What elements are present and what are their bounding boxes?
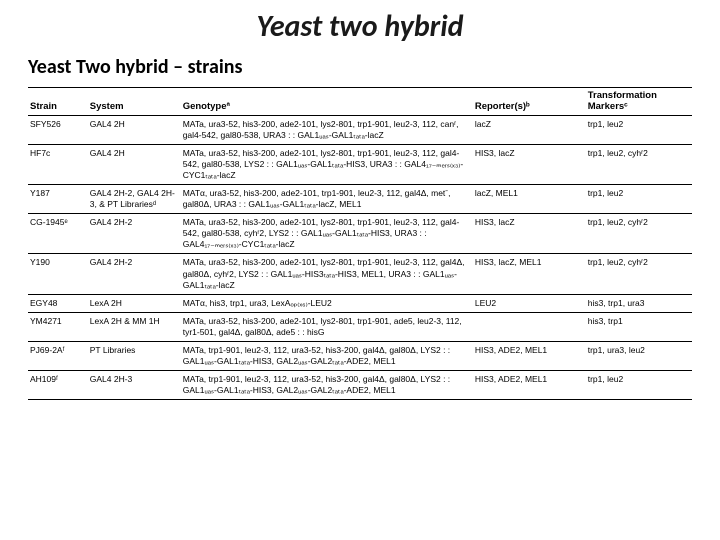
cell-reporter: HIS3, lacZ — [473, 145, 586, 185]
cell-strain: SFY526 — [28, 116, 88, 145]
cell-markers: trp1, leu2 — [586, 116, 692, 145]
slide-subtitle: Yeast Two hybrid – strains — [28, 55, 692, 79]
table-header-row: StrainSystemGenotypeªReporter(s)ᵇTransfo… — [28, 88, 692, 116]
cell-markers: trp1, ura3, leu2 — [586, 341, 692, 370]
cell-genotype: MATα, ura3-52, his3-200, ade2-101, trp1-… — [181, 185, 473, 214]
cell-genotype: MATa, ura3-52, his3-200, ade2-101, lys2-… — [181, 214, 473, 254]
table-row: SFY526GAL4 2HMATa, ura3-52, his3-200, ad… — [28, 116, 692, 145]
slide-container: Yeast two hybrid Yeast Two hybrid – stra… — [0, 0, 720, 540]
cell-strain: HF7c — [28, 145, 88, 185]
cell-system: LexA 2H & MM 1H — [88, 312, 181, 341]
cell-strain: Y187 — [28, 185, 88, 214]
cell-reporter: HIS3, ADE2, MEL1 — [473, 341, 586, 370]
cell-system: GAL4 2H-2 — [88, 254, 181, 294]
table-body: SFY526GAL4 2HMATa, ura3-52, his3-200, ad… — [28, 116, 692, 400]
slide-title: Yeast two hybrid — [28, 8, 692, 45]
strains-table: StrainSystemGenotypeªReporter(s)ᵇTransfo… — [28, 87, 692, 400]
cell-system: GAL4 2H — [88, 145, 181, 185]
cell-strain: CG-1945ᵉ — [28, 214, 88, 254]
col-header-genotype: Genotypeª — [181, 88, 473, 116]
cell-genotype: MATa, ura3-52, his3-200, ade2-101, lys2-… — [181, 312, 473, 341]
cell-markers: trp1, leu2 — [586, 370, 692, 399]
table-row: PJ69-2AᶠPT LibrariesMATa, trp1-901, leu2… — [28, 341, 692, 370]
cell-system: GAL4 2H-2, GAL4 2H-3, & PT Librariesᵈ — [88, 185, 181, 214]
col-header-system: System — [88, 88, 181, 116]
cell-genotype: MATa, ura3-52, his3-200, ade2-101, lys2-… — [181, 254, 473, 294]
cell-strain: Y190 — [28, 254, 88, 294]
cell-genotype: MATa, ura3-52, his3-200, ade2-101, lys2-… — [181, 116, 473, 145]
cell-reporter: HIS3, ADE2, MEL1 — [473, 370, 586, 399]
table-row: AH109ᶠGAL4 2H-3MATa, trp1-901, leu2-3, 1… — [28, 370, 692, 399]
col-header-markers: Transformation Markersᶜ — [586, 88, 692, 116]
cell-reporter: lacZ, MEL1 — [473, 185, 586, 214]
table-row: YM4271LexA 2H & MM 1HMATa, ura3-52, his3… — [28, 312, 692, 341]
cell-system: LexA 2H — [88, 294, 181, 312]
cell-reporter: HIS3, lacZ, MEL1 — [473, 254, 586, 294]
cell-strain: YM4271 — [28, 312, 88, 341]
cell-reporter — [473, 312, 586, 341]
cell-genotype: MATa, trp1-901, leu2-3, 112, ura3-52, hi… — [181, 341, 473, 370]
cell-genotype: MATa, trp1-901, leu2-3, 112, ura3-52, hi… — [181, 370, 473, 399]
cell-markers: his3, trp1 — [586, 312, 692, 341]
col-header-strain: Strain — [28, 88, 88, 116]
table-row: HF7cGAL4 2HMATa, ura3-52, his3-200, ade2… — [28, 145, 692, 185]
cell-reporter: HIS3, lacZ — [473, 214, 586, 254]
table-row: Y187GAL4 2H-2, GAL4 2H-3, & PT Libraries… — [28, 185, 692, 214]
table-row: EGY48LexA 2HMATα, his3, trp1, ura3, LexA… — [28, 294, 692, 312]
cell-markers: his3, trp1, ura3 — [586, 294, 692, 312]
col-header-reporter: Reporter(s)ᵇ — [473, 88, 586, 116]
cell-strain: AH109ᶠ — [28, 370, 88, 399]
table-head: StrainSystemGenotypeªReporter(s)ᵇTransfo… — [28, 88, 692, 116]
cell-system: PT Libraries — [88, 341, 181, 370]
cell-genotype: MATa, ura3-52, his3-200, ade2-101, lys2-… — [181, 145, 473, 185]
table-row: CG-1945ᵉGAL4 2H-2MATa, ura3-52, his3-200… — [28, 214, 692, 254]
cell-reporter: lacZ — [473, 116, 586, 145]
cell-reporter: LEU2 — [473, 294, 586, 312]
cell-markers: trp1, leu2, cyhʳ2 — [586, 214, 692, 254]
cell-strain: PJ69-2Aᶠ — [28, 341, 88, 370]
cell-strain: EGY48 — [28, 294, 88, 312]
cell-genotype: MATα, his3, trp1, ura3, LexAₒₚ₍ₓ₆₎-LEU2 — [181, 294, 473, 312]
cell-system: GAL4 2H-3 — [88, 370, 181, 399]
cell-markers: trp1, leu2 — [586, 185, 692, 214]
cell-system: GAL4 2H — [88, 116, 181, 145]
cell-markers: trp1, leu2, cyhʳ2 — [586, 145, 692, 185]
cell-system: GAL4 2H-2 — [88, 214, 181, 254]
cell-markers: trp1, leu2, cyhʳ2 — [586, 254, 692, 294]
table-row: Y190GAL4 2H-2MATa, ura3-52, his3-200, ad… — [28, 254, 692, 294]
